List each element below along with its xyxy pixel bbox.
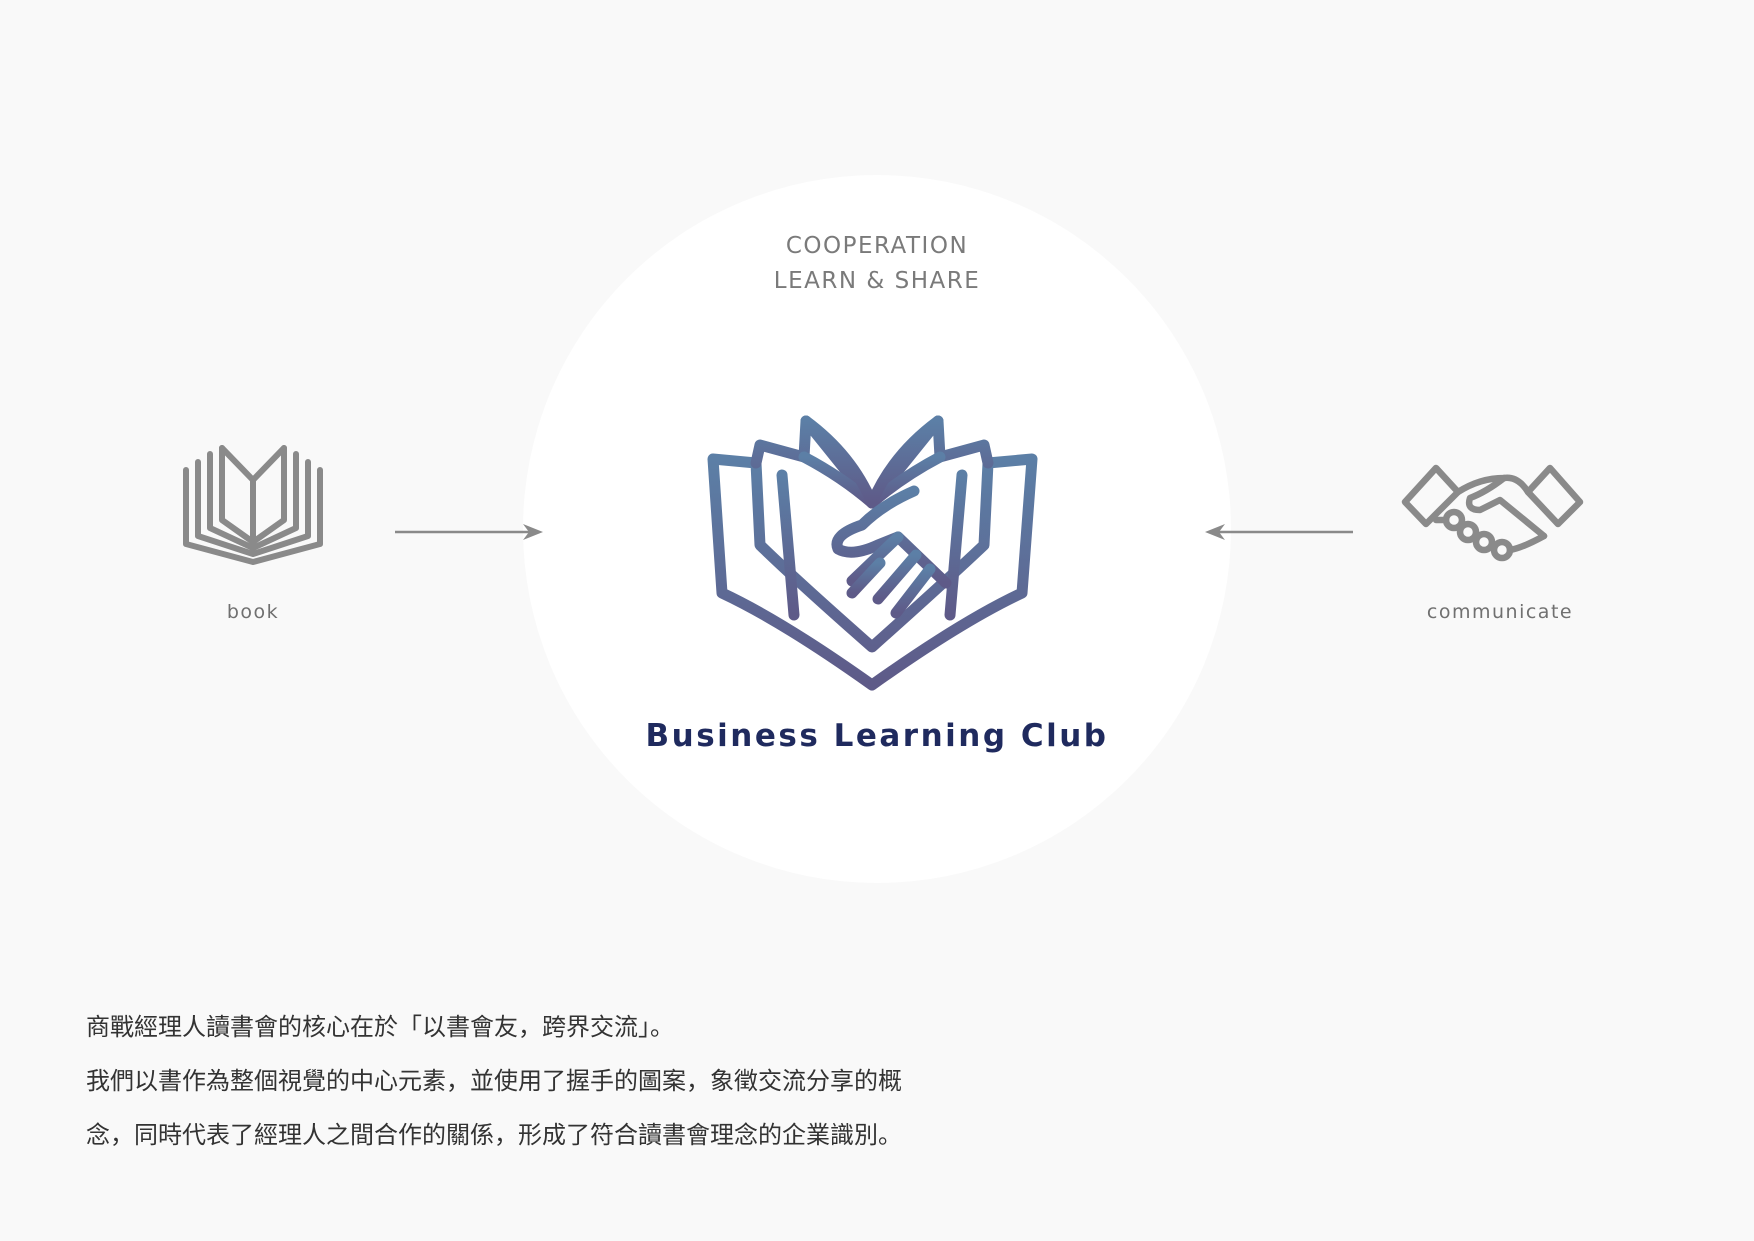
description-line: 念，同時代表了經理人之間合作的關係，形成了符合讀書會理念的企業識別。 (86, 1121, 902, 1149)
communicate-label: communicate (1426, 601, 1574, 623)
brand-name: Business Learning Club (645, 718, 1109, 754)
tagline-learn-share: LEARN & SHARE (773, 268, 981, 294)
description-line: 我們以書作為整個視覺的中心元素，並使用了握手的圖案，象徵交流分享的概 (86, 1067, 902, 1095)
arrow-left-icon (1205, 524, 1353, 540)
tagline-cooperation: COOPERATION (785, 233, 969, 259)
handshake-icon (1401, 464, 1584, 562)
description-line: 商戰經理人讀書會的核心在於「以書會友，跨界交流」。 (86, 1013, 674, 1041)
description-text: 商戰經理人讀書會的核心在於「以書會友，跨界交流」。 我們以書作為整個視覺的中心元… (86, 1012, 1086, 1174)
open-book-icon (183, 445, 323, 565)
book-label: book (226, 601, 280, 623)
club-logo-book-handshake-icon (707, 415, 1038, 691)
center-backdrop-circle (523, 175, 1231, 883)
arrow-right-icon (395, 524, 543, 540)
